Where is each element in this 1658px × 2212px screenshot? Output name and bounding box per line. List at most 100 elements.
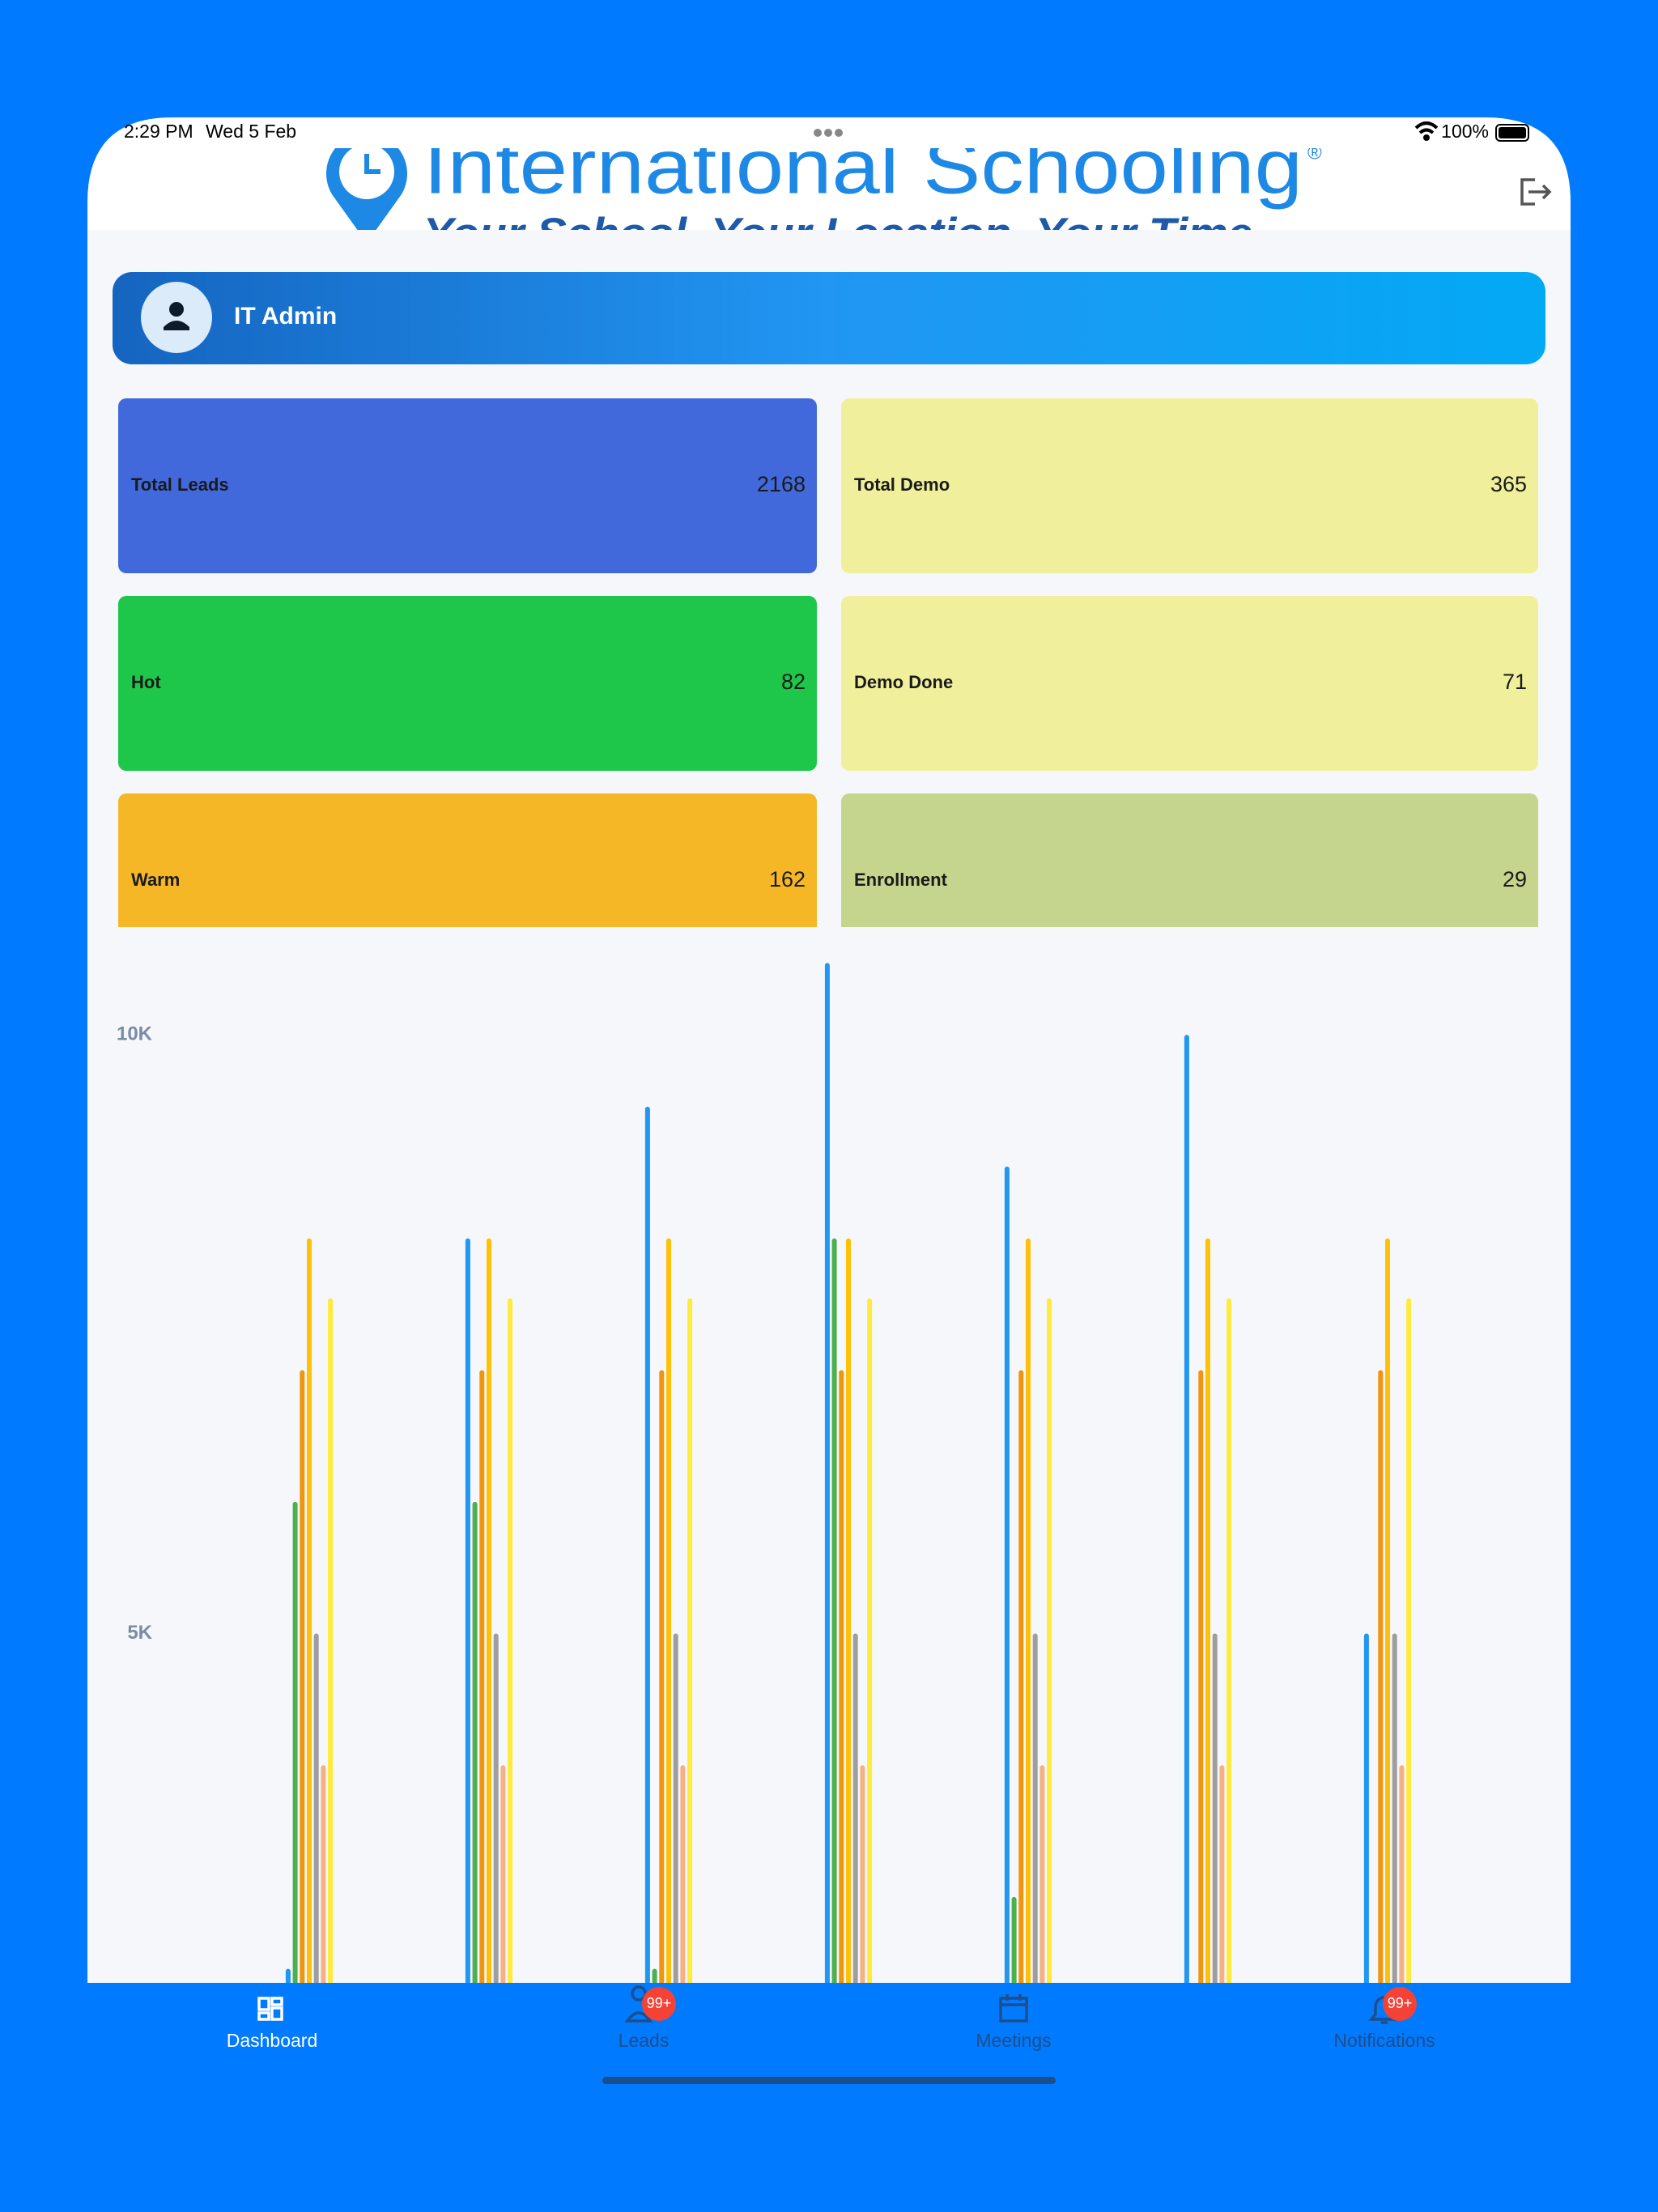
user-banner (113, 272, 1545, 364)
nav-icon (624, 1985, 653, 2023)
avatar (141, 282, 212, 353)
stat-label: Total Leads (131, 474, 229, 495)
nav-item[interactable]: Leads 99+ (619, 1985, 676, 2051)
nav-icon (257, 1997, 283, 2021)
bar (487, 1238, 491, 1983)
stat-value: 29 (1503, 867, 1527, 891)
status-time: 2:29 PM (124, 121, 193, 142)
logo-clock-hands (364, 154, 380, 174)
stat-label: Hot (131, 672, 161, 692)
bar (1039, 1765, 1045, 1983)
stat-card[interactable]: Total Demo 365 (841, 398, 1538, 573)
stat-card-background (118, 398, 817, 573)
bar (1406, 1298, 1412, 1983)
battery-icon (1495, 124, 1529, 142)
nav-item[interactable]: Notifications 99+ (1333, 1987, 1435, 2051)
stat-value: 71 (1503, 670, 1527, 694)
bar (313, 1633, 319, 1983)
bar (493, 1633, 499, 1983)
bar (846, 1238, 851, 1983)
stat-label: Enrollment (854, 870, 948, 890)
bar (839, 1370, 844, 1983)
bars (285, 963, 1412, 1983)
bar (831, 1238, 837, 1983)
stat-card[interactable]: Enrollment 29 (841, 793, 1538, 968)
bar (307, 1238, 312, 1983)
bar (1219, 1765, 1225, 1983)
bar (644, 1106, 650, 1983)
avatar-head (169, 302, 184, 317)
bar (479, 1370, 485, 1983)
bar (472, 1501, 478, 1983)
stat-card[interactable]: Warm 162 (118, 793, 817, 968)
bar (867, 1298, 873, 1983)
logo: International Schooling ® Your School. Y… (326, 142, 1322, 257)
y-tick-label: 5K (127, 1622, 152, 1644)
bar (860, 1765, 865, 1983)
bar (687, 1298, 693, 1983)
nav-background (0, 1983, 1658, 2212)
stat-card[interactable]: Hot 82 (118, 596, 817, 771)
bar (680, 1765, 686, 1983)
battery-level (1499, 127, 1526, 138)
stat-cards: Total Leads 2168 Total Demo 365 Hot 82 Demo Do… (118, 398, 1538, 968)
stat-card-background (118, 793, 817, 927)
bar (1004, 1166, 1010, 1983)
bar (1385, 1238, 1390, 1983)
stat-card[interactable]: Demo Done 71 (841, 596, 1538, 771)
bar (1018, 1370, 1024, 1983)
bar (1198, 1370, 1204, 1983)
stat-label: Demo Done (854, 672, 953, 692)
bar (1032, 1633, 1038, 1983)
bar (508, 1298, 513, 1983)
bar (1392, 1633, 1397, 1983)
nav-badge (642, 1987, 676, 2021)
bottom-nav: Dashboard Leads 99+ Meetings Notifications 99… (0, 1983, 1658, 2212)
chart: 5K 10K (117, 963, 1412, 1983)
bar (652, 1968, 657, 1983)
stat-card-background (841, 596, 1538, 771)
bar (659, 1370, 665, 1983)
bar (1378, 1370, 1384, 1983)
bar (1184, 1035, 1189, 1983)
nav-label: Meetings (976, 2030, 1051, 2051)
stat-value: 82 (781, 670, 806, 694)
nav-label: Notifications (1333, 2030, 1435, 2051)
y-tick-label: 10K (117, 1023, 153, 1044)
stat-value: 365 (1490, 472, 1527, 496)
nav-label: Leads (619, 2030, 670, 2051)
nav-badge-text: 99+ (647, 1995, 672, 2011)
logo-trademark: ® (1307, 142, 1322, 164)
nav-badge (1383, 1987, 1417, 2021)
stat-label: Warm (131, 870, 180, 890)
bar (1226, 1298, 1232, 1983)
wifi-icon (1414, 121, 1439, 134)
bar (285, 1968, 291, 1983)
avatar-body (164, 321, 189, 330)
multitask-dots (814, 129, 843, 137)
bar (852, 1633, 858, 1983)
stat-value: 2168 (757, 472, 806, 496)
stat-value: 162 (769, 867, 806, 891)
logout-button[interactable] (1520, 178, 1552, 206)
stat-label: Total Demo (854, 474, 950, 495)
bar (666, 1238, 671, 1983)
logo-tagline: Your School. Your Location. Your Time. (423, 209, 1265, 257)
nav-item[interactable]: Dashboard (227, 1997, 318, 2051)
bar (673, 1633, 678, 1983)
wifi-dot (1423, 134, 1430, 141)
bar (824, 963, 830, 1983)
status-battery: 100% (1441, 121, 1489, 142)
nav-item[interactable]: Meetings (976, 1994, 1052, 2051)
stat-card-background (841, 793, 1538, 927)
user-name: IT Admin (234, 303, 337, 330)
bar (292, 1501, 298, 1983)
stat-card[interactable]: Total Leads 2168 (118, 398, 817, 573)
bar (321, 1765, 326, 1983)
bar (1399, 1765, 1405, 1983)
bar (465, 1238, 470, 1983)
nav-label: Dashboard (227, 2030, 318, 2051)
bar (1205, 1238, 1210, 1983)
bar (1011, 1896, 1017, 1983)
